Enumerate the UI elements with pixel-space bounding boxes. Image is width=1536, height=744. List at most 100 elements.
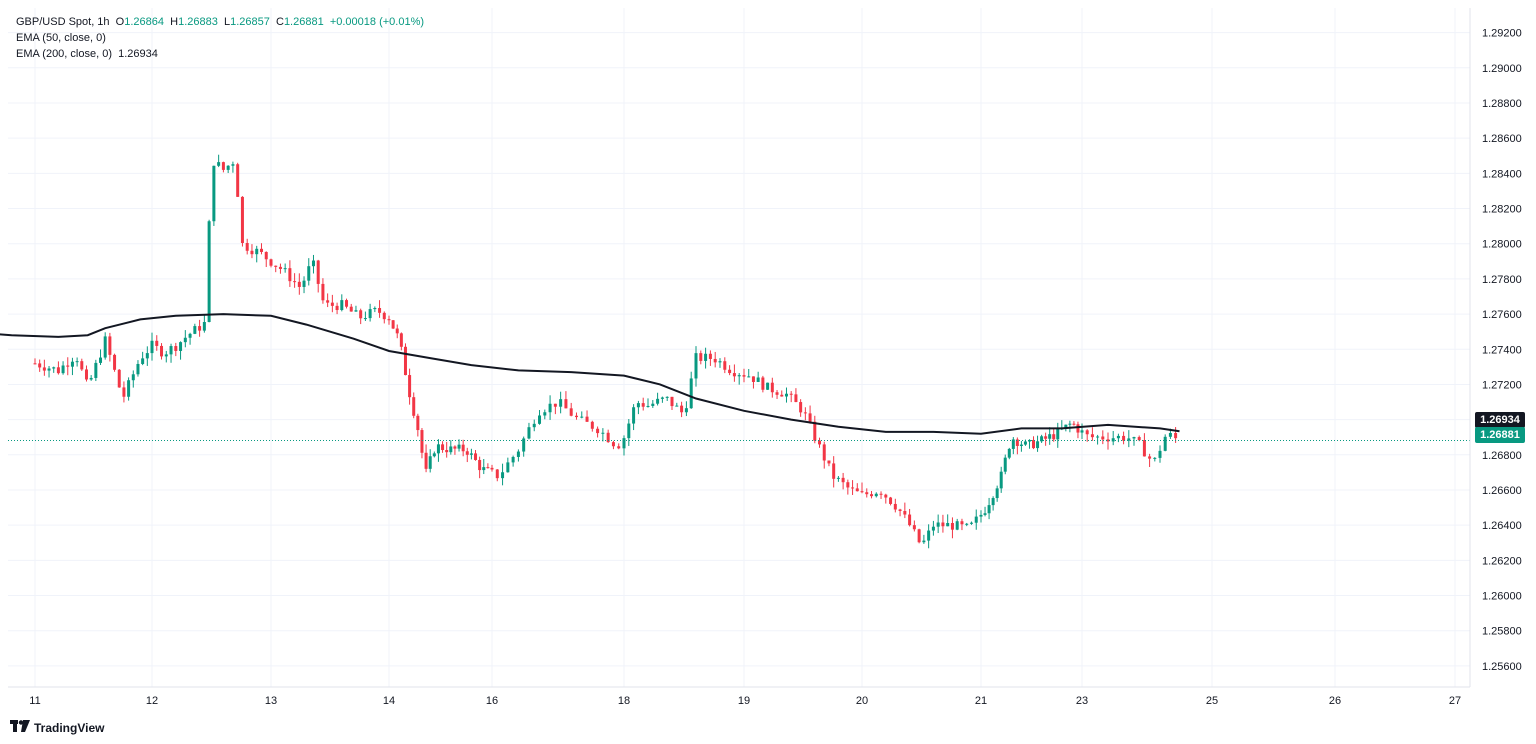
candle-body bbox=[240, 196, 244, 243]
time-tick-label: 23 bbox=[1076, 695, 1088, 707]
candle-body bbox=[236, 164, 240, 197]
candle-body bbox=[632, 407, 636, 424]
candle-body bbox=[269, 259, 273, 266]
price-tick-label: 1.26800 bbox=[1482, 450, 1522, 462]
ema200-row[interactable]: EMA (200, close, 0) 1.26934 bbox=[16, 46, 424, 62]
candle-body bbox=[675, 405, 679, 407]
candle-body bbox=[297, 281, 301, 287]
candle-body bbox=[832, 463, 836, 479]
tradingview-brand[interactable]: TradingView bbox=[10, 720, 104, 735]
candle-body bbox=[532, 423, 536, 428]
candle-body bbox=[979, 514, 983, 517]
price-tick-label: 1.27800 bbox=[1482, 274, 1522, 286]
plot-area[interactable] bbox=[8, 8, 1470, 687]
price-tick-label: 1.28600 bbox=[1482, 133, 1522, 145]
candle-body bbox=[387, 319, 391, 321]
candle-body bbox=[1019, 444, 1023, 446]
candle-body bbox=[784, 393, 788, 397]
candle-body bbox=[841, 477, 845, 483]
time-tick-label: 12 bbox=[146, 695, 158, 707]
candle-body bbox=[553, 403, 557, 407]
candle-body bbox=[52, 367, 56, 369]
candle-body bbox=[245, 242, 249, 251]
time-tick-label: 11 bbox=[29, 695, 40, 707]
ema200-line[interactable] bbox=[0, 313, 1180, 435]
candle-body bbox=[136, 363, 140, 375]
candle-body bbox=[378, 308, 382, 313]
candle-body bbox=[874, 493, 878, 497]
candle-body bbox=[363, 318, 367, 320]
candle-body bbox=[70, 361, 74, 367]
candle-body bbox=[354, 310, 358, 312]
candle-body bbox=[680, 405, 684, 413]
candle-body bbox=[946, 522, 950, 527]
candle-body bbox=[99, 357, 103, 363]
candle-body bbox=[103, 336, 107, 358]
grid bbox=[8, 8, 1470, 687]
close-label: C bbox=[275, 16, 284, 28]
candle-body bbox=[311, 260, 315, 267]
candle-body bbox=[879, 493, 883, 495]
candle-body bbox=[302, 280, 306, 287]
candle-body bbox=[453, 446, 457, 449]
candle-body bbox=[150, 340, 154, 354]
candle-body bbox=[183, 337, 187, 343]
symbol-label[interactable]: GBP/USD Spot, 1h bbox=[16, 16, 110, 28]
candle-body bbox=[307, 266, 311, 281]
candle-body bbox=[160, 345, 164, 357]
candle-body bbox=[775, 392, 779, 395]
candle-body bbox=[84, 369, 88, 380]
candle-body bbox=[231, 164, 235, 166]
candle-body bbox=[1158, 450, 1162, 458]
candle-body bbox=[1101, 436, 1105, 440]
candle-body bbox=[449, 446, 453, 453]
candle-body bbox=[822, 444, 826, 461]
time-tick-label: 14 bbox=[383, 695, 395, 707]
candle-body bbox=[704, 353, 708, 361]
candle-body bbox=[564, 399, 568, 409]
candle-body bbox=[846, 482, 850, 488]
candle-body bbox=[1027, 439, 1031, 442]
candle-body bbox=[780, 394, 784, 397]
candle-body bbox=[445, 450, 449, 453]
candle-body bbox=[174, 346, 178, 351]
candle-body bbox=[1015, 439, 1019, 446]
candle-body bbox=[596, 428, 600, 434]
time-axis[interactable]: 11 12 13 14 16 18 19 20 21 23 25 26 27 bbox=[29, 695, 1461, 707]
candle-body bbox=[1122, 435, 1126, 441]
candle-body bbox=[506, 462, 510, 473]
last-price-tag: 1.26881 bbox=[1475, 427, 1525, 443]
price-tick-label: 1.27600 bbox=[1482, 309, 1522, 321]
candle-body bbox=[794, 394, 798, 403]
candle-body bbox=[424, 452, 428, 469]
candle-body bbox=[441, 444, 445, 451]
candle-body bbox=[399, 333, 403, 347]
candle-body bbox=[474, 453, 478, 460]
price-tick-label: 1.26200 bbox=[1482, 555, 1522, 567]
candle-body bbox=[590, 421, 594, 429]
candle-body bbox=[995, 488, 999, 499]
candle-body bbox=[660, 397, 664, 399]
candle-body bbox=[522, 438, 526, 452]
candle-body bbox=[770, 382, 774, 393]
candle-body bbox=[836, 477, 840, 479]
candle-body bbox=[766, 382, 770, 390]
candle-body bbox=[1137, 437, 1141, 441]
candle-body bbox=[321, 283, 325, 301]
candle-body bbox=[922, 540, 926, 543]
time-tick-label: 16 bbox=[486, 695, 498, 707]
low-label: L bbox=[223, 16, 231, 28]
candle-body bbox=[974, 516, 978, 523]
candle-body bbox=[651, 403, 655, 406]
price-tick-label: 1.27400 bbox=[1482, 344, 1522, 356]
candle-body bbox=[490, 467, 494, 470]
candle-body bbox=[955, 521, 959, 530]
price-axis[interactable]: 1.29200 1.29000 1.28800 1.28600 1.28400 1.282… bbox=[1482, 28, 1522, 673]
candle-body bbox=[145, 353, 149, 359]
candle-body bbox=[108, 336, 112, 355]
ema50-row[interactable]: EMA (50, close, 0) bbox=[16, 30, 424, 46]
candle-body bbox=[818, 440, 822, 445]
candle-body bbox=[574, 415, 578, 418]
candle-body bbox=[761, 377, 765, 390]
